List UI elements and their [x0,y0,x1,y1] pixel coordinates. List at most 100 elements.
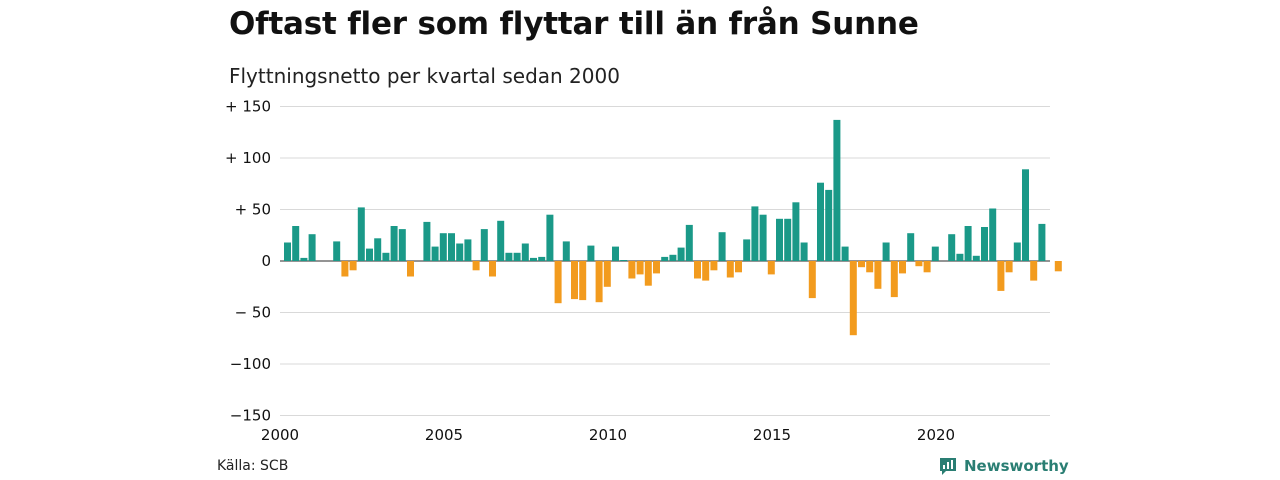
bar [702,261,710,281]
bar [923,261,931,273]
chart-subtitle: Flyttningsnetto per kvartal sedan 2000 [229,64,620,88]
bar [931,246,939,261]
bar [349,261,357,271]
bar [907,233,915,261]
newsworthy-icon [940,458,956,475]
y-tick-label: 0 [261,252,271,270]
bar [300,257,308,261]
bar [464,239,472,261]
bar [1054,261,1062,272]
bar [497,220,505,261]
bar [866,261,874,273]
bar [800,242,808,261]
bar [841,246,849,261]
bar [292,226,300,261]
bar [677,247,685,261]
bar [882,242,890,261]
bar [997,261,1005,291]
bar [1013,242,1021,261]
bar [825,189,833,261]
y-tick-label: + 150 [225,98,271,116]
bar [366,248,373,261]
bar [587,245,595,262]
bar [989,208,997,261]
bar [890,261,898,298]
bar [1022,169,1029,261]
bar [554,261,562,304]
bar [489,261,496,277]
bar [341,261,349,277]
bar [439,233,447,261]
bar [972,255,980,261]
bar [735,261,742,273]
bar [390,226,398,261]
bar [333,241,341,261]
bar [726,261,734,278]
y-tick-label: − 50 [235,304,271,322]
bar-chart: + 150 + 100 + 50 0 − 50 −100 −150 2000 2005 2010… [225,98,1062,444]
bar [456,243,464,261]
bar [858,261,865,268]
bar [653,261,660,274]
bar [784,218,792,261]
bar [1038,223,1046,261]
bar [669,254,677,261]
bar [407,261,414,277]
bar [661,256,669,261]
bar [562,241,570,261]
bar [538,256,546,261]
bar [759,214,767,262]
bar [718,232,726,261]
bar [480,229,488,261]
bar [612,246,619,261]
bar [694,261,701,279]
bar [505,252,513,261]
bar [513,252,521,261]
bar [382,252,390,261]
bars [284,119,1062,336]
bar [579,261,587,301]
bar [603,261,611,287]
y-tick-label: + 100 [225,149,271,167]
y-axis-labels: + 150 + 100 + 50 0 − 50 −100 −150 [225,98,271,425]
brand-name: Newsworthy [964,457,1069,475]
bar [981,227,988,261]
bar [357,207,365,261]
bar [808,261,816,299]
bar [899,261,906,274]
bar [308,234,316,261]
bar [374,238,382,261]
bar [521,243,529,261]
bar [1005,261,1013,273]
bar [792,202,800,261]
bar [571,261,578,300]
x-tick-label: 2005 [425,426,463,444]
bar [915,261,923,267]
bar [685,224,693,261]
bar [472,261,480,271]
bar [620,260,628,261]
bar [628,261,636,279]
bar [948,234,956,261]
bar [448,233,455,261]
y-tick-label: −100 [230,355,271,373]
bar [595,261,603,303]
bar [956,253,964,261]
bar [964,226,972,261]
bar [743,239,751,261]
bar [751,206,759,261]
source-note: Källa: SCB [217,458,289,474]
bar [849,261,857,336]
chart-title: Oftast fler som flyttar till än från Sun… [229,6,919,42]
y-tick-label: −150 [230,407,271,425]
bar [530,257,537,261]
bar [431,246,439,261]
bar [833,119,841,262]
bar [874,261,882,289]
bar [546,214,554,262]
bar [710,261,718,271]
bar [423,221,431,261]
bar [817,182,824,261]
bar [767,261,775,275]
x-tick-label: 2000 [261,426,299,444]
